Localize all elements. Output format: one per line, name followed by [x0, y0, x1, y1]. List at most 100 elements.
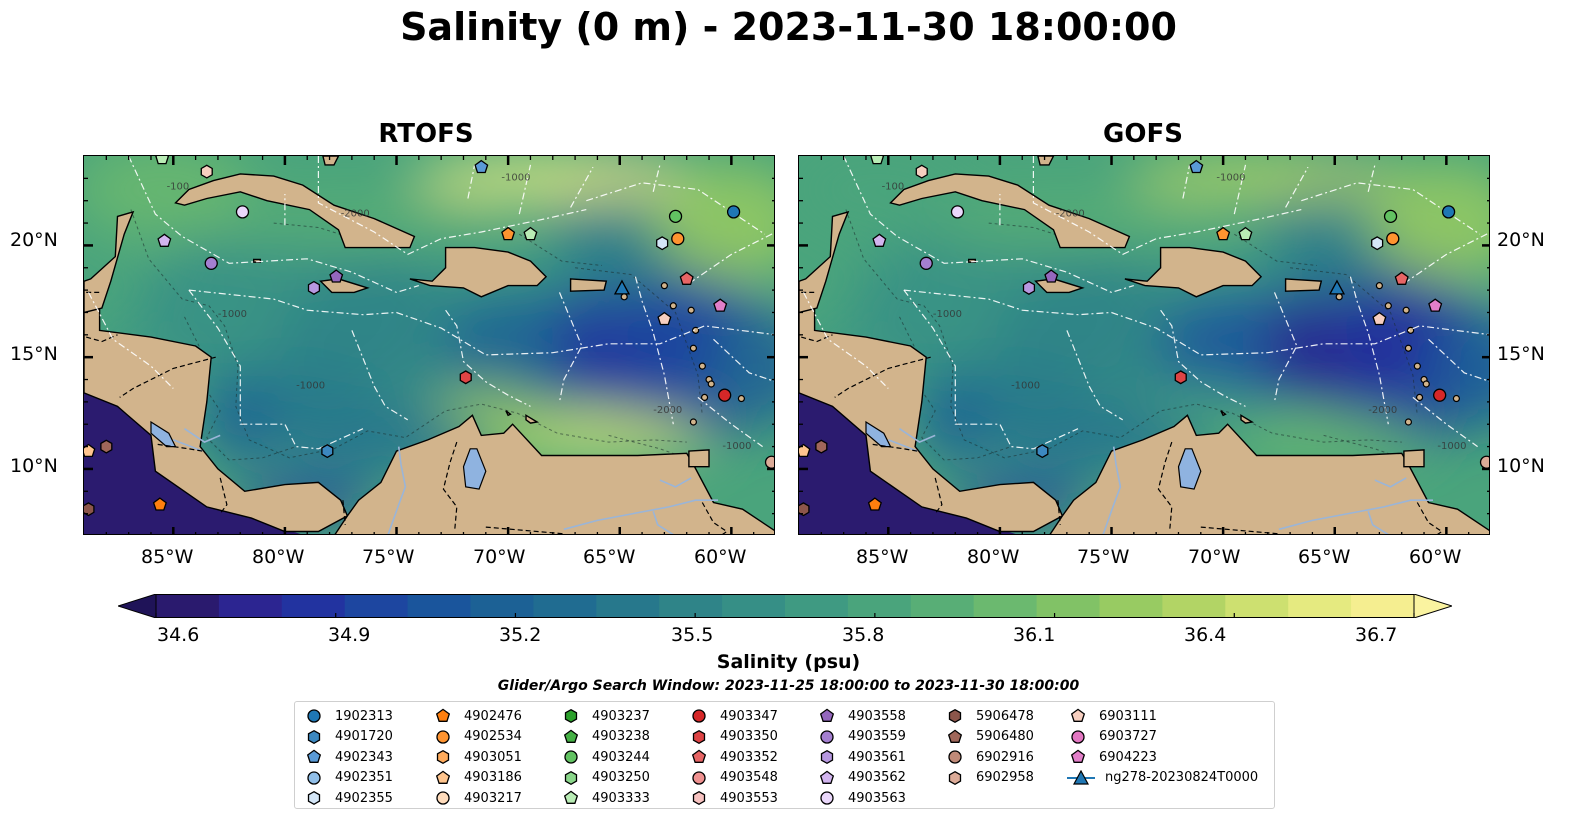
lon-tick-label: 85°W [141, 546, 194, 568]
float-marker [1428, 298, 1443, 312]
float-marker [726, 205, 741, 219]
contour-label: -100 [882, 182, 905, 193]
island [1384, 302, 1392, 310]
legend-item: 6904223 [1067, 747, 1258, 768]
land-cuba [889, 173, 1131, 249]
colorbar-segment [1288, 594, 1352, 618]
country-border [934, 477, 943, 514]
legend-label: 4903553 [720, 790, 778, 806]
lon-tick-label: 80°W [967, 546, 1020, 568]
eez-boundary [843, 156, 1134, 294]
island [669, 302, 677, 310]
lon-tick-label: 75°W [1077, 546, 1130, 568]
legend-marker-icon [692, 709, 706, 723]
island [737, 394, 746, 403]
legend-marker-icon [819, 770, 835, 784]
eez-boundary [188, 289, 364, 450]
eez-boundary [467, 164, 476, 199]
colorbar-segment [533, 594, 597, 618]
river [173, 439, 203, 452]
contour-label: -1000 [501, 173, 530, 184]
legend-marker-icon [1070, 708, 1086, 723]
legend-marker-icon [692, 771, 706, 785]
eez-boundary [1367, 164, 1376, 192]
lat-tick-label: 20°N [1497, 229, 1545, 251]
lon-tick-label: 70°W [1188, 546, 1241, 568]
float-marker [764, 455, 774, 469]
colorbar-segment [1036, 594, 1101, 618]
eez-boundary [652, 164, 661, 192]
legend-marker-icon [564, 709, 578, 724]
legend-item: 6902958 [944, 768, 1034, 789]
legend-marker-icon [820, 730, 834, 744]
legend-item: 5906478 [944, 706, 1034, 727]
legend-label: 4903333 [592, 790, 650, 806]
contour-label: -1000 [722, 441, 751, 452]
eez-boundary [445, 309, 531, 407]
legend-label: 4903347 [720, 708, 778, 724]
legend-item: 4903238 [560, 727, 650, 748]
island [1335, 293, 1343, 301]
colorbar-outline [155, 594, 1415, 618]
river [652, 511, 674, 534]
country-border [872, 443, 918, 452]
gofs-map: -100 -1000 -1000 -1000 -2000 -1000 -2000 [798, 155, 1490, 535]
legend-label: 4903350 [720, 729, 778, 745]
legend-item: 4902534 [432, 727, 522, 748]
float-marker [1022, 280, 1036, 295]
legend-column: 1902313 4901720 4902343 4902351 4902355 [303, 706, 393, 809]
float-marker [799, 502, 810, 517]
legend-item: 4903237 [560, 706, 650, 727]
legend-marker-icon [436, 750, 450, 765]
colorbar-segment [785, 594, 849, 618]
float-marker [84, 502, 95, 517]
salinity-map-canvas: -100 -1000 -1000 -1000 -2000 -1000 -2000 [84, 156, 774, 534]
bathymetry-contour [519, 233, 602, 266]
float-marker [329, 269, 344, 283]
contour-label: -1000 [933, 309, 962, 320]
bathymetry-contour [899, 316, 1012, 461]
island [689, 344, 698, 352]
legend-marker-icon [820, 791, 834, 805]
contour-label: -1000 [218, 309, 247, 320]
float-marker [1044, 269, 1059, 283]
eez-boundary [634, 276, 674, 425]
legend-column: 6903111 6903727 6904223 ng278-20230824T0000 [1067, 706, 1258, 788]
land-cuba [174, 173, 416, 249]
legend-column: 4903558 4903559 4903561 4903562 4903563 [816, 706, 906, 809]
legend-item: 4903051 [432, 747, 522, 768]
colorbar-segment [1099, 594, 1163, 618]
legend-marker-icon [307, 709, 321, 723]
legend-item: 4903563 [816, 788, 906, 809]
eez-boundary [1066, 330, 1124, 421]
legend-item: 4902476 [432, 706, 522, 727]
legend-marker-icon [307, 771, 321, 785]
legend-marker-icon [307, 791, 321, 806]
legend-item: 1902313 [303, 706, 393, 727]
river [1102, 446, 1122, 534]
lon-tick-label: 65°W [1298, 546, 1351, 568]
legend-item: 4903553 [688, 788, 778, 809]
colorbar-tick-label: 36.4 [1184, 624, 1227, 646]
float-marker [155, 156, 170, 165]
island [1413, 362, 1421, 370]
colorbar-segment [218, 594, 283, 618]
legend-label: 6903727 [1099, 729, 1157, 745]
legend-label: ng278-20230824T0000 [1105, 770, 1259, 786]
legend-marker-icon [1070, 749, 1086, 764]
lon-tick-label: 85°W [856, 546, 909, 568]
lon-tick-label: 70°W [473, 546, 526, 568]
bathymetry-contour [1290, 267, 1418, 416]
legend-glider-icon [1067, 769, 1095, 785]
land-puerto-rico [1284, 278, 1323, 292]
colorbar-segment [156, 594, 220, 618]
bathymetry-contour [1234, 233, 1317, 266]
bathymetry-contour [988, 222, 1063, 237]
land-trinidad [688, 449, 710, 468]
legend-marker-icon [436, 730, 450, 744]
colorbar-segment [1351, 594, 1415, 618]
legend-item: 4902355 [303, 788, 393, 809]
eez-boundary [1032, 156, 1302, 256]
legend-marker-icon [692, 729, 706, 744]
legend-marker-icon [1071, 730, 1085, 744]
